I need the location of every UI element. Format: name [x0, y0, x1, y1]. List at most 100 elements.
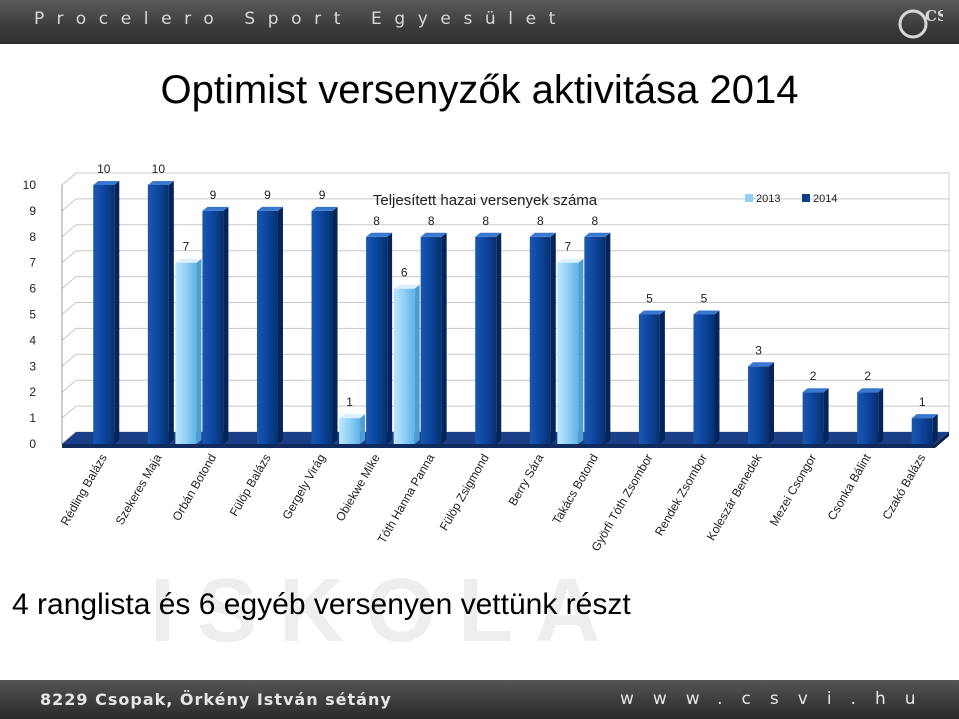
data-label: 1 [919, 395, 926, 409]
y-axis-ticks: 0 1 2 3 4 5 6 7 8 9 10 [23, 178, 37, 451]
data-label: 2 [810, 369, 817, 383]
bar-chart: 0 1 2 3 4 5 6 7 8 9 10 10 10 7 9 9 9 1 8 6 8 8 8 7 8 5 5 3 2 2 1 Rédl… [23, 162, 950, 554]
bar-2013 [339, 414, 366, 444]
header-bar: Procelero Sport Egyesület CSVI [0, 0, 959, 44]
gridline [61, 250, 949, 264]
category-label: Tóth Hanna Panna [375, 451, 438, 546]
data-label: 5 [701, 292, 708, 306]
bar-2014-side [550, 232, 556, 444]
data-label: 6 [401, 266, 408, 280]
bar-2014-front [202, 210, 224, 444]
category-label: Czakó Balázs [880, 452, 929, 523]
bar-2014 [748, 362, 775, 444]
bar-2014-side [769, 362, 775, 444]
data-label: 8 [482, 214, 489, 228]
bar-2013-top [393, 284, 420, 289]
bar-2013 [557, 258, 584, 444]
bar-2014-front [748, 366, 770, 444]
bar-2014-front [311, 210, 333, 444]
bar-2013-front [393, 288, 415, 444]
bar-2014-top [420, 232, 447, 237]
category-label: Györfi Tóth Zsombor [588, 451, 655, 553]
bar-2014-side [932, 414, 938, 444]
bar-2014-side [496, 232, 502, 444]
gridline [61, 302, 949, 315]
data-labels: 10 10 7 9 9 9 1 8 6 8 8 8 7 8 5 5 3 2 2 1 [97, 162, 926, 409]
category-label: Mezei Csongor [767, 451, 819, 528]
data-label: 10 [97, 162, 111, 176]
bar-2013-side [196, 258, 202, 444]
legend-swatch [745, 194, 753, 202]
data-label: 1 [346, 395, 353, 409]
bar-2014-side [441, 232, 447, 444]
data-label: 3 [755, 343, 762, 357]
category-label: Takács Botond [549, 452, 600, 527]
bar-2014-top [311, 206, 338, 211]
bar-2014 [256, 206, 283, 444]
bar-2014-side [878, 388, 884, 444]
bar-2013-front [339, 418, 361, 444]
data-label: 8 [428, 214, 435, 228]
y-tick-label: 1 [29, 411, 36, 425]
y-tick-label: 3 [29, 359, 36, 373]
bar-2014-top [584, 232, 611, 237]
bar-2014 [475, 232, 502, 444]
bar-2014 [202, 206, 229, 444]
organization-name: Procelero Sport Egyesület [34, 9, 568, 29]
bar-2014-top [366, 232, 393, 237]
category-label: Berry Sára [506, 451, 547, 508]
data-label: 8 [592, 214, 599, 228]
y-tick-label: 6 [29, 282, 36, 296]
slide-subtitle: 4 ranglista és 6 egyéb versenyen vettünk… [12, 588, 631, 621]
bar-2014-top [638, 310, 665, 315]
bar-2013-front [175, 262, 197, 444]
bar-2014-side [114, 181, 120, 444]
bar-2014-front [857, 392, 879, 444]
bar-2014-front [529, 236, 551, 444]
category-labels: Rédling Balázs Szekeres Maja Orbán Botond F… [58, 451, 929, 554]
y-tick-label: 5 [29, 308, 36, 322]
bar-2014-side [387, 232, 393, 444]
data-label: 7 [183, 240, 190, 254]
floor-front [62, 444, 935, 448]
bar-2014-top [529, 232, 556, 237]
gridline [61, 198, 949, 212]
bar-2014 [802, 388, 829, 444]
legend-swatch [802, 194, 810, 202]
category-label: Obiekwe Mike [333, 451, 383, 524]
bar-2014 [420, 232, 447, 444]
data-label: 10 [152, 162, 166, 176]
gridline [61, 224, 949, 238]
data-label: 8 [537, 214, 544, 228]
gridline [61, 172, 949, 186]
footer-address: 8229 Csopak, Örkény István sétány [40, 690, 392, 709]
legend: 2013 2014 [745, 193, 837, 205]
logo-text: CSVI [925, 7, 943, 25]
bar-2014 [857, 388, 884, 444]
background-watermark: ISKOLA [150, 561, 623, 661]
bar-2014 [911, 414, 938, 444]
footer-bar: 8229 Csopak, Örkény István sétány www.cs… [0, 680, 959, 719]
y-tick-label: 9 [29, 204, 36, 218]
bar-2013-top [339, 414, 366, 419]
data-label: 8 [373, 214, 380, 228]
bar-2014 [311, 206, 338, 444]
bar-2014-front [475, 236, 497, 444]
y-tick-label: 0 [29, 437, 36, 451]
category-label: Rédling Balázs [58, 452, 110, 528]
bar-2014-top [911, 414, 938, 419]
bar-2014-top [256, 206, 283, 211]
bar-2014-side [223, 206, 229, 444]
data-label: 9 [319, 188, 326, 202]
bar-2014-front [366, 236, 388, 444]
club-logo-icon: CSVI [898, 7, 943, 39]
bar-2014 [93, 181, 120, 444]
bar-2014-front [802, 392, 824, 444]
bar-2013 [393, 284, 420, 444]
bar-2014-top [857, 388, 884, 393]
bar-2014-front [911, 418, 933, 444]
category-label: Gergely Virág [279, 452, 328, 522]
bar-2014-top [202, 206, 229, 211]
bar-2013-side [360, 414, 366, 444]
bar-2014-top [93, 181, 120, 185]
